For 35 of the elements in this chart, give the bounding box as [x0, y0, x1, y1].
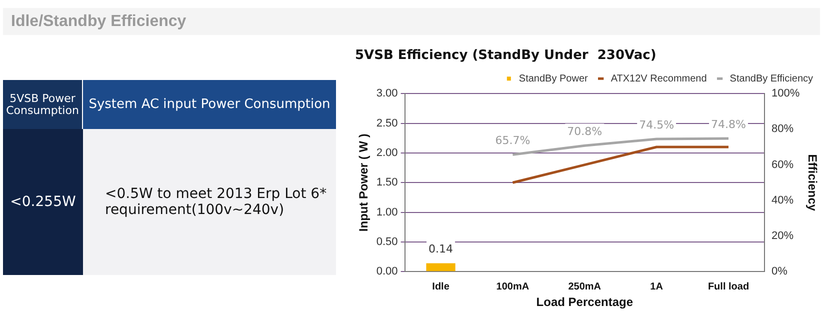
y-tick-label: 1.50	[376, 176, 398, 189]
x-tick-label: 250mA	[568, 281, 602, 292]
text: <0.255W	[3, 129, 83, 275]
legend-label: StandBy Power	[518, 73, 589, 84]
legend-label: StandBy Efficiency	[730, 73, 814, 84]
x-tick-label: Full load	[708, 281, 750, 292]
y2-tick-label: 20%	[771, 230, 794, 242]
y-tick-label: 0.50	[376, 236, 398, 248]
text: Idle/Standby Efficiency	[3, 8, 820, 35]
text: System AC input Power Consumption	[83, 80, 336, 129]
data-label: 70.8%	[567, 124, 602, 138]
y-tick-label: 2.50	[376, 117, 398, 130]
x-tick-label: Idle	[432, 281, 450, 292]
text: <0.5W to meet 2013 Erp Lot 6* requirement(100v~240v)	[83, 129, 336, 275]
y2-axis-title: Efficiency	[805, 154, 820, 212]
y2-tick-label: 100%	[771, 88, 800, 100]
y2-tick-label: 0%	[771, 266, 788, 278]
y-tick-label: 3.00	[376, 88, 398, 100]
x-axis-title: Load Percentage	[536, 295, 634, 310]
y2-tick-label: 40%	[771, 194, 794, 206]
data-label: 74.8%	[711, 118, 746, 131]
y-tick-label: 2.00	[376, 146, 398, 159]
y-tick-label: 0.00	[376, 266, 398, 278]
y-axis-title: Input Power ( W )	[356, 134, 371, 232]
y2-tick-label: 80%	[771, 123, 794, 136]
data-label: 74.5%	[639, 118, 674, 132]
text: 5VSB Power Consumption	[3, 80, 82, 129]
data-label: 65.7%	[495, 134, 530, 148]
data-label: 0.14	[428, 242, 454, 256]
x-tick-label: 100mA	[496, 281, 530, 292]
chart-title: 5VSB Efficiency (StandBy Under 230Vac)	[355, 48, 656, 64]
legend-label: ATX12V Recommend	[610, 73, 707, 84]
y-tick-label: 1.00	[376, 206, 398, 218]
y2-tick-label: 60%	[771, 158, 794, 171]
x-tick-label: 1A	[650, 281, 663, 292]
